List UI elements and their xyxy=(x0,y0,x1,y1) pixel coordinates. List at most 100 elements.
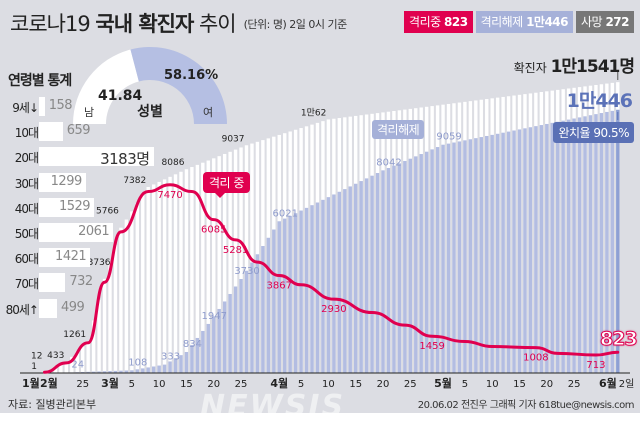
released-bar xyxy=(577,117,582,373)
age-value: 1529 xyxy=(58,198,91,214)
isolation-label: 5281 xyxy=(223,245,248,256)
isolation-label: 2930 xyxy=(321,304,346,315)
x-tick-label: 25 xyxy=(235,379,248,390)
released-label: 834 xyxy=(183,339,202,350)
confirmed-bar xyxy=(113,244,118,373)
x-tick-label: 5월 xyxy=(434,376,452,390)
released-label: 1947 xyxy=(202,311,227,322)
x-tick-label: 1월 xyxy=(22,376,40,390)
released-bar xyxy=(97,371,101,373)
released-bar xyxy=(468,139,473,373)
released-bar xyxy=(354,183,358,373)
confirmed-bar xyxy=(130,211,134,373)
confirmed-label: 1 xyxy=(31,362,37,372)
age-value: 1421 xyxy=(55,249,87,265)
confirmed-bar xyxy=(212,158,216,373)
released-bar xyxy=(195,337,200,373)
released-bar xyxy=(375,173,380,373)
confirmed-bar xyxy=(53,367,58,373)
released-bar xyxy=(206,323,210,373)
x-tick-label: 10 xyxy=(153,379,166,390)
x-tick-label: 25 xyxy=(76,379,89,390)
age-bar xyxy=(39,147,154,167)
released-bar xyxy=(337,191,342,373)
confirmed-bar xyxy=(70,356,74,373)
released-badge: 격리해제 1만446 xyxy=(475,11,574,33)
released-bar xyxy=(403,161,407,373)
age-value: 158 xyxy=(48,98,73,113)
age-value: 499 xyxy=(60,299,85,315)
age-label: 9세↓ xyxy=(12,101,39,115)
isolation-legend: 격리 중 xyxy=(203,172,250,198)
age-label: 60대 xyxy=(14,252,39,267)
age-bar xyxy=(39,97,45,116)
released-bar xyxy=(408,158,412,373)
released-bar xyxy=(130,370,134,373)
x-tick-label: 20 xyxy=(207,379,220,390)
title-bold: 국내 확진자 xyxy=(95,12,194,36)
death-badge: 사망 272 xyxy=(576,11,634,33)
released-bar xyxy=(556,121,560,373)
released-bar xyxy=(315,202,320,373)
badge-label: 사망 xyxy=(581,15,603,29)
x-tick-label: 25 xyxy=(404,379,417,390)
age-label: 50대 xyxy=(14,227,39,241)
age-bar xyxy=(39,197,95,217)
released-bar xyxy=(343,189,347,373)
released-bar xyxy=(364,178,369,373)
confirmed-bar xyxy=(239,147,243,373)
confirmed-bar xyxy=(173,174,178,373)
age-value: 732 xyxy=(69,274,93,290)
released-bar xyxy=(288,215,292,373)
released-bar xyxy=(299,210,303,373)
x-tick-label: 5 xyxy=(129,379,135,390)
released-bar xyxy=(441,144,445,373)
page-title: 코로나19 국내 확진자 추이 xyxy=(10,8,237,38)
released-bar xyxy=(168,361,172,373)
confirmed-bar xyxy=(190,167,194,373)
released-bar xyxy=(261,246,265,373)
confirmed-label: 433 xyxy=(47,351,64,361)
confirmed-label: 5766 xyxy=(96,207,119,217)
released-bar xyxy=(222,301,227,373)
confirmed-bar xyxy=(64,362,69,373)
age-bar xyxy=(39,273,66,293)
confirmed-bar xyxy=(108,261,112,373)
confirmed-bar xyxy=(102,278,107,373)
released-bar xyxy=(228,293,232,373)
released-label: 108 xyxy=(128,357,147,368)
released-bar xyxy=(534,126,538,373)
female-label: 여 xyxy=(203,106,213,119)
x-tick-label: 5 xyxy=(462,379,468,390)
released-bar xyxy=(146,367,150,373)
isolation-line xyxy=(42,183,620,374)
released-bar xyxy=(151,366,156,373)
confirmed-bar xyxy=(146,186,150,373)
recovery-rate-box: 완치율 90.5% xyxy=(553,122,634,143)
released-label: 333 xyxy=(161,352,180,363)
released-bar xyxy=(250,262,254,373)
released-bar xyxy=(244,270,249,373)
released-bar xyxy=(233,286,238,373)
released-bar xyxy=(539,125,544,373)
released-bar xyxy=(561,120,565,373)
released-bar xyxy=(119,370,123,373)
confirmed-bar xyxy=(195,164,200,373)
total-confirmed-label: 확진자 1만1541명 xyxy=(514,52,635,77)
source-note: 자료: 질병관리본부 xyxy=(8,398,97,411)
released-bar xyxy=(173,358,178,373)
newsis-watermark: NEWSIS xyxy=(200,389,346,424)
confirmed-label: 9037 xyxy=(222,134,245,144)
confirmed-bar xyxy=(217,156,221,373)
released-bar xyxy=(435,147,440,373)
confirmed-bar xyxy=(59,364,63,373)
released-bar xyxy=(474,138,478,373)
released-bar xyxy=(457,141,462,373)
confirmed-bar xyxy=(141,195,145,373)
x-tick-label: 10 xyxy=(322,379,335,390)
released-bar xyxy=(485,135,489,373)
badge-value: 823 xyxy=(444,15,468,29)
x-tick-label: 2월 xyxy=(40,376,58,390)
released-bar xyxy=(572,118,576,373)
unit-note: (단위: 명) 2일 0시 기준 xyxy=(243,18,348,31)
